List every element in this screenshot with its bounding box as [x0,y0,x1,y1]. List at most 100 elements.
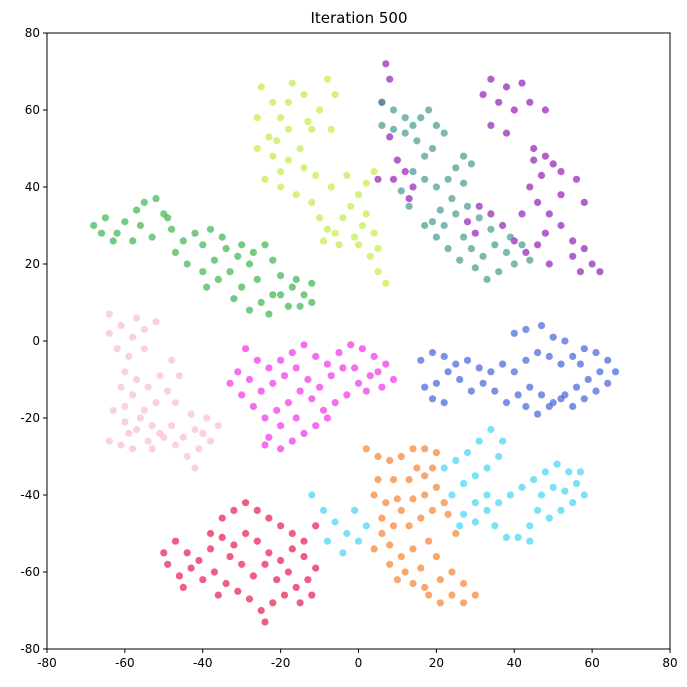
data-point [362,210,370,218]
data-point [569,499,577,507]
data-point [234,252,242,260]
data-point [261,175,269,183]
data-point [362,445,370,453]
x-tick-label: -60 [115,656,135,670]
data-point [596,368,604,376]
data-point [557,221,565,230]
data-point [386,75,394,83]
data-point [269,256,277,264]
data-point [572,175,581,183]
data-point [576,360,585,368]
y-tick-label: -80 [20,642,40,656]
chart-title: Iteration 500 [310,9,407,27]
data-point [183,260,191,268]
data-point [284,399,292,407]
data-point [510,329,518,337]
data-point [456,375,464,384]
data-point [343,391,351,399]
data-point [284,568,292,576]
data-point [448,591,456,599]
data-point [308,298,316,307]
data-point [133,425,141,434]
data-point [405,522,413,530]
data-point [553,460,561,468]
data-point [397,506,405,514]
data-point [117,383,125,391]
data-point [549,160,557,168]
data-point [113,345,121,353]
data-point [413,464,421,472]
data-point [249,248,257,256]
data-point [460,510,468,518]
data-point [362,522,370,530]
data-point [152,318,160,326]
data-point [327,125,335,133]
data-point [378,98,386,106]
data-point [206,545,215,553]
data-point [144,437,152,445]
data-point [386,456,394,464]
data-point [561,487,569,495]
data-point [491,387,499,395]
data-point [397,187,405,195]
data-point [109,237,117,245]
data-point [125,352,133,360]
data-point [288,529,296,538]
data-point [467,160,475,168]
data-point [537,171,546,179]
data-point [510,260,518,268]
data-point [428,464,437,472]
data-point [499,437,507,445]
data-point [273,406,281,414]
data-point [460,579,468,588]
data-point [417,114,425,122]
x-tick-label: 0 [355,656,363,670]
data-point [471,499,479,507]
data-point [105,329,113,337]
data-point [421,445,429,453]
data-point [187,410,195,418]
data-point [199,576,207,584]
data-point [452,456,460,464]
data-point [495,98,503,106]
data-point [319,506,328,514]
data-point [331,399,339,407]
data-point [502,129,511,137]
data-point [405,476,413,484]
data-point [537,391,546,399]
data-point [304,576,312,584]
data-point [370,491,378,499]
data-point [316,383,324,391]
data-point [199,429,207,437]
data-point [222,579,230,588]
data-point [541,229,550,237]
data-point [133,375,141,384]
data-point [129,391,137,399]
data-point [203,414,211,422]
data-point [471,264,479,272]
data-point [358,221,366,230]
data-point [277,556,285,565]
data-point [580,245,588,253]
data-point [378,383,386,391]
data-point [300,429,308,437]
data-point [308,198,316,206]
data-point [576,268,585,276]
data-point [471,229,479,237]
data-point [292,275,300,283]
data-point [261,441,269,449]
data-point [265,433,273,441]
data-point [534,349,542,357]
data-point [183,452,191,461]
data-point [105,437,113,445]
data-point [522,356,530,364]
data-point [483,275,491,283]
data-point [323,360,331,368]
data-point [277,422,285,430]
data-point [557,191,565,199]
data-point [409,121,417,129]
data-point [487,121,495,129]
data-point [444,510,452,518]
data-point [557,395,565,403]
